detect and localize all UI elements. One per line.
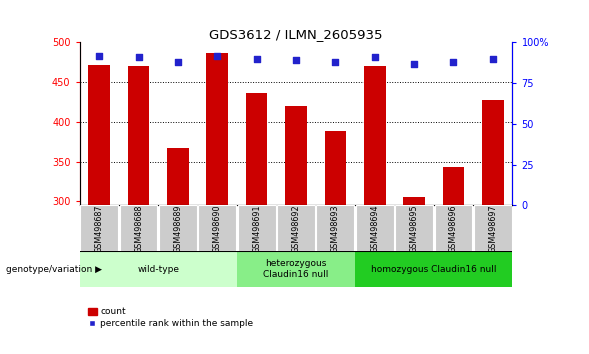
- Text: GSM498694: GSM498694: [370, 204, 379, 253]
- Bar: [80, 251, 237, 287]
- Bar: [403, 198, 425, 205]
- Bar: [120, 205, 157, 251]
- Text: GSM498687: GSM498687: [95, 204, 104, 253]
- Bar: [198, 205, 236, 251]
- Point: [370, 54, 379, 60]
- Bar: [277, 205, 315, 251]
- Title: GDS3612 / ILMN_2605935: GDS3612 / ILMN_2605935: [209, 28, 383, 41]
- Text: GSM498691: GSM498691: [252, 204, 261, 253]
- Text: GSM498690: GSM498690: [213, 204, 222, 253]
- Bar: [356, 205, 393, 251]
- Point: [213, 53, 222, 58]
- Bar: [237, 251, 355, 287]
- Text: GSM498688: GSM498688: [134, 204, 143, 252]
- Bar: [316, 205, 354, 251]
- Bar: [128, 66, 150, 205]
- Bar: [364, 66, 386, 205]
- Legend: count, percentile rank within the sample: count, percentile rank within the sample: [84, 304, 257, 332]
- Text: GSM498689: GSM498689: [173, 204, 183, 253]
- Bar: [206, 53, 228, 205]
- Bar: [285, 106, 307, 205]
- Bar: [325, 131, 346, 205]
- Text: heterozygous
Claudin16 null: heterozygous Claudin16 null: [263, 259, 329, 279]
- Point: [291, 58, 300, 63]
- Point: [173, 59, 183, 65]
- Bar: [246, 93, 267, 205]
- Bar: [355, 251, 512, 287]
- Text: GSM498697: GSM498697: [488, 204, 497, 253]
- Text: wild-type: wild-type: [137, 264, 179, 274]
- Text: homozygous Claudin16 null: homozygous Claudin16 null: [371, 264, 497, 274]
- Bar: [88, 65, 110, 205]
- Text: GSM498696: GSM498696: [449, 204, 458, 253]
- Bar: [80, 205, 118, 251]
- Bar: [442, 167, 464, 205]
- Point: [252, 56, 262, 62]
- Bar: [395, 205, 433, 251]
- Point: [488, 56, 498, 62]
- Point: [134, 54, 143, 60]
- Point: [409, 61, 419, 67]
- Bar: [435, 205, 472, 251]
- Point: [94, 53, 104, 58]
- Text: genotype/variation ▶: genotype/variation ▶: [6, 264, 102, 274]
- Text: GSM498692: GSM498692: [292, 204, 300, 253]
- Bar: [238, 205, 276, 251]
- Bar: [167, 148, 188, 205]
- Text: GSM498693: GSM498693: [331, 204, 340, 253]
- Point: [330, 59, 340, 65]
- Point: [449, 59, 458, 65]
- Text: GSM498695: GSM498695: [409, 204, 419, 253]
- Bar: [482, 101, 504, 205]
- Bar: [474, 205, 512, 251]
- Bar: [159, 205, 197, 251]
